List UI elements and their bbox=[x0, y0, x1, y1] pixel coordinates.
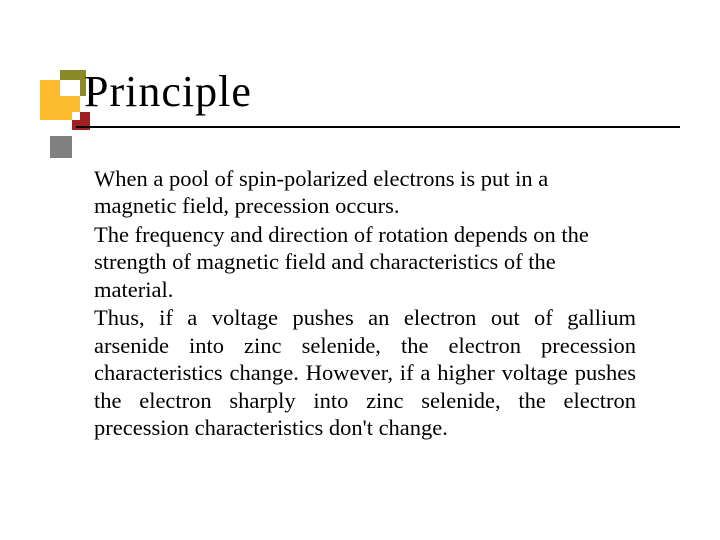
paragraph-3: Thus, if a voltage pushes an electron ou… bbox=[94, 304, 636, 441]
paragraph-2: The frequency and direction of rotation … bbox=[94, 221, 636, 303]
paragraph-1: When a pool of spin-polarized electrons … bbox=[94, 165, 636, 220]
white-cut-1 bbox=[60, 80, 80, 96]
slide: Principle When a pool of spin-polarized … bbox=[0, 0, 720, 540]
title-underline bbox=[76, 126, 680, 128]
slide-title: Principle bbox=[84, 66, 252, 117]
square-gray bbox=[50, 136, 72, 158]
white-cut-2 bbox=[72, 112, 80, 120]
body-text: When a pool of spin-polarized electrons … bbox=[94, 165, 636, 442]
